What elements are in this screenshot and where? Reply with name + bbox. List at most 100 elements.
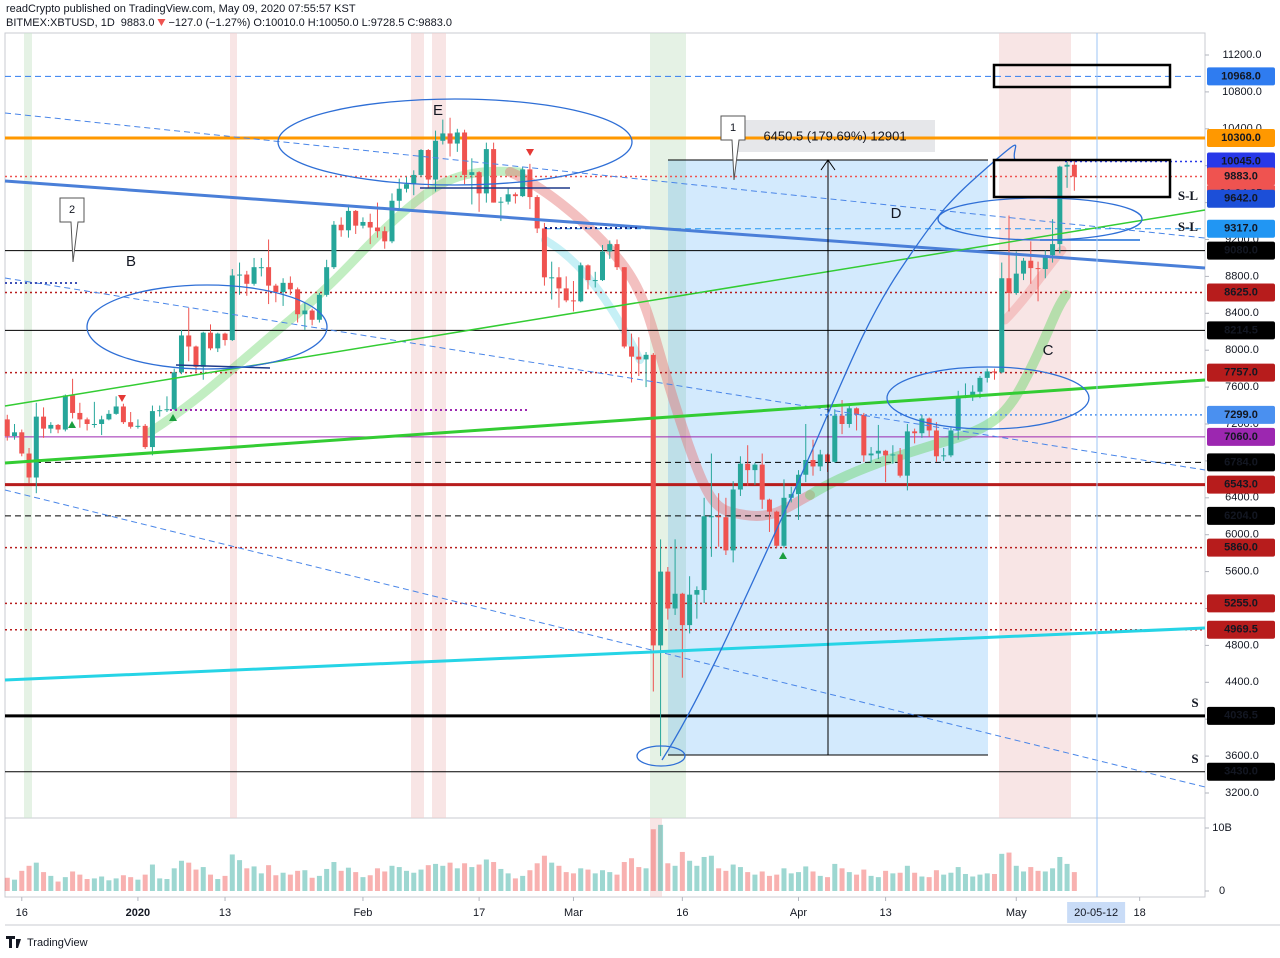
- candle-body: [766, 499, 772, 512]
- candle-body: [91, 424, 97, 426]
- volume-bar: [324, 868, 330, 891]
- volume-bar: [970, 876, 976, 891]
- cursor-date-bg: [1067, 902, 1126, 923]
- volume-bar: [113, 878, 119, 891]
- candle-body: [658, 571, 664, 646]
- candle-body: [309, 310, 315, 320]
- volume-bar: [781, 868, 787, 891]
- volume-bar: [832, 863, 838, 891]
- volume-bar: [411, 872, 417, 891]
- level-label: 3430.0: [1224, 766, 1258, 778]
- level-label-bg: [1207, 594, 1275, 613]
- candle-body: [1064, 164, 1070, 167]
- volume-bar: [948, 872, 954, 891]
- volume-bar: [353, 872, 359, 891]
- level-label: 7757.0: [1224, 367, 1258, 379]
- volume-bar: [687, 860, 693, 891]
- volume-bar: [12, 879, 18, 891]
- volume-bar: [636, 867, 642, 891]
- volume-bar: [752, 874, 758, 891]
- candle-body: [200, 332, 206, 367]
- candle-body: [135, 425, 141, 427]
- volume-bar: [650, 829, 656, 891]
- candle-body: [215, 333, 221, 349]
- volume-bar: [578, 868, 584, 891]
- volume-bar: [200, 867, 206, 891]
- volume-bar: [694, 865, 700, 891]
- candle-body: [280, 282, 286, 293]
- candle-body: [672, 593, 678, 609]
- candle-body: [527, 169, 533, 198]
- candle-body: [665, 571, 671, 609]
- candle-body: [999, 278, 1005, 373]
- candle-body: [338, 224, 344, 231]
- freehand-curve: [661, 144, 1017, 761]
- candle-body: [77, 412, 83, 420]
- x-tick-label: Mar: [564, 907, 583, 919]
- candle-body: [491, 149, 497, 203]
- volume-bar: [19, 870, 25, 891]
- candle-body: [585, 265, 591, 281]
- candle-body: [171, 372, 177, 410]
- trend-line: [4, 378, 1206, 465]
- x-tick-label: Feb: [353, 907, 372, 919]
- volume-bar: [229, 854, 235, 891]
- volume-bars: [4, 824, 1077, 891]
- volume-bar: [534, 863, 540, 891]
- volume-bar: [600, 870, 605, 891]
- trend-line: [4, 112, 1206, 239]
- volume-bar: [912, 872, 918, 891]
- candle-body: [505, 194, 511, 202]
- candle-body: [708, 516, 714, 518]
- volume-bar: [585, 869, 591, 891]
- volume-bar: [360, 877, 366, 891]
- candle-body: [331, 224, 337, 268]
- candle-body: [687, 594, 693, 626]
- candle-body: [193, 346, 199, 367]
- candle-body: [258, 267, 264, 269]
- level-label: 5255.0: [1224, 597, 1258, 609]
- ma-ribbon: [805, 290, 1071, 500]
- volume-bar: [128, 877, 134, 891]
- volume-bar: [962, 873, 968, 891]
- candle-body: [694, 590, 700, 595]
- volume-tick-label: 10B: [1212, 822, 1232, 834]
- ellipse: [277, 98, 633, 186]
- candle-body: [120, 406, 126, 423]
- candle-body: [1013, 273, 1019, 294]
- volume-bar: [193, 869, 199, 891]
- volume-bar: [701, 856, 707, 891]
- volume-bar: [462, 863, 468, 891]
- volume-bar: [629, 858, 635, 891]
- ohlc-key: O:: [253, 17, 265, 29]
- volume-bar: [418, 869, 424, 891]
- callout: [720, 115, 746, 181]
- volume-bar: [316, 875, 322, 891]
- candle-body: [33, 416, 39, 478]
- y-tick-label: 5600.0: [1225, 566, 1259, 578]
- volume-bar: [287, 874, 293, 891]
- candle-body: [570, 300, 576, 302]
- volume-bar: [665, 863, 671, 891]
- volume-bar: [382, 871, 388, 891]
- annotation: S: [1191, 751, 1198, 766]
- volume-bar: [266, 865, 272, 891]
- volume-bar: [592, 873, 598, 891]
- volume-bar: [1013, 865, 1019, 891]
- volume-bar: [984, 873, 990, 891]
- last-price: 9883.0: [121, 17, 155, 29]
- level-label-bg: [1207, 363, 1275, 382]
- ellipse: [636, 745, 686, 767]
- ma-ribbon: [145, 166, 525, 437]
- candle-body: [890, 454, 896, 456]
- volume-bar: [469, 867, 475, 891]
- trend-line: [4, 489, 1206, 788]
- y-tick-label: 4800.0: [1225, 639, 1259, 651]
- candle-body: [839, 415, 845, 425]
- level-label-bg: [1207, 453, 1275, 472]
- candle-body: [425, 150, 431, 180]
- volume-bar: [447, 862, 453, 891]
- volume-bar: [135, 879, 141, 891]
- volume-bar: [933, 870, 939, 891]
- volume-bar: [759, 871, 765, 891]
